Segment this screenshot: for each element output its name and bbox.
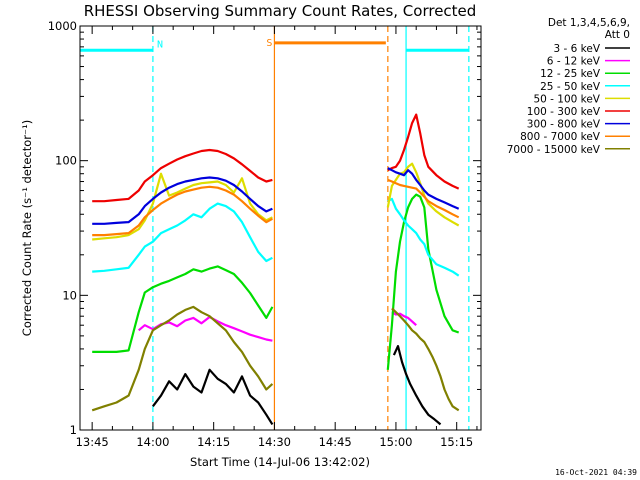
saa-marker-label: S <box>266 38 272 49</box>
series-line-2-1 <box>386 193 460 370</box>
series-4 <box>92 162 460 241</box>
y-tick-label-1: 10 <box>62 288 77 302</box>
series-line-0-1 <box>392 345 442 426</box>
legend-label-4: 50 - 100 keV <box>533 93 600 105</box>
series-line-8-0 <box>91 305 274 412</box>
y-axis-label: Corrected Count Rate (s⁻¹ detector⁻¹) <box>20 120 34 336</box>
chart-title: RHESSI Observing Summary Count Rates, Co… <box>84 2 477 20</box>
series-line-3-0 <box>92 202 273 273</box>
x-tick-label-0: 13:45 <box>76 435 109 449</box>
series-line-6-0 <box>92 176 273 225</box>
series-6 <box>92 167 460 225</box>
series-layer <box>91 113 460 426</box>
x-tick-label-3: 14:30 <box>258 435 291 449</box>
series-line-3-1 <box>387 197 460 277</box>
series-line-4-1 <box>386 162 460 227</box>
generation-timestamp: 16-Oct-2021 04:39 <box>555 468 637 477</box>
legend-label-2: 12 - 25 keV <box>540 68 601 80</box>
legend-label-0: 3 - 6 keV <box>553 43 600 55</box>
plot-frame <box>79 25 482 431</box>
series-line-1-0 <box>137 315 273 342</box>
series-8 <box>91 305 460 412</box>
series-line-7-1 <box>387 178 460 219</box>
y-tick-label-0: 1 <box>70 423 77 437</box>
series-line-8-1 <box>391 307 460 412</box>
legend-label-3: 25 - 50 keV <box>540 81 601 93</box>
series-2 <box>92 193 460 370</box>
series-line-2-0 <box>92 265 274 353</box>
axis-ticks: 13:45 14:00 14:15 14:30 14:45 15:00 15:15 1 10 10… <box>48 19 481 449</box>
series-0 <box>152 345 442 426</box>
x-axis-label: Start Time (14-Jul-06 13:42:02) <box>190 455 370 469</box>
series-line-4-0 <box>92 172 273 241</box>
legend-label-6: 300 - 800 keV <box>527 119 601 131</box>
series-5 <box>92 113 460 203</box>
series-line-5-1 <box>387 113 460 190</box>
x-tick-label-6: 15:15 <box>440 435 473 449</box>
y-tick-label-2: 100 <box>55 154 77 168</box>
legend-label-1: 6 - 12 keV <box>547 56 601 68</box>
series-7 <box>92 178 460 237</box>
night-marker-label: N <box>157 39 163 50</box>
legend-title: Det 1,3,4,5,6,9, <box>548 17 630 29</box>
legend-label-7: 800 - 7000 keV <box>520 131 601 143</box>
legend-label-5: 100 - 300 keV <box>527 106 601 118</box>
x-tick-label-2: 14:15 <box>197 435 230 449</box>
series-line-7-0 <box>92 185 273 237</box>
series-line-0-0 <box>152 368 274 425</box>
x-tick-label-1: 14:00 <box>136 435 169 449</box>
series-line-6-1 <box>387 167 460 210</box>
series-1 <box>137 311 417 342</box>
legend-subtitle: Att 0 <box>605 29 630 41</box>
x-tick-label-5: 15:00 <box>379 435 412 449</box>
x-tick-label-4: 14:45 <box>319 435 352 449</box>
series-3 <box>92 197 460 277</box>
series-line-5-0 <box>92 148 273 203</box>
y-tick-label-3: 1000 <box>48 19 77 33</box>
legend-label-8: 7000 - 15000 keV <box>507 144 601 156</box>
series-line-1-1 <box>391 311 417 327</box>
